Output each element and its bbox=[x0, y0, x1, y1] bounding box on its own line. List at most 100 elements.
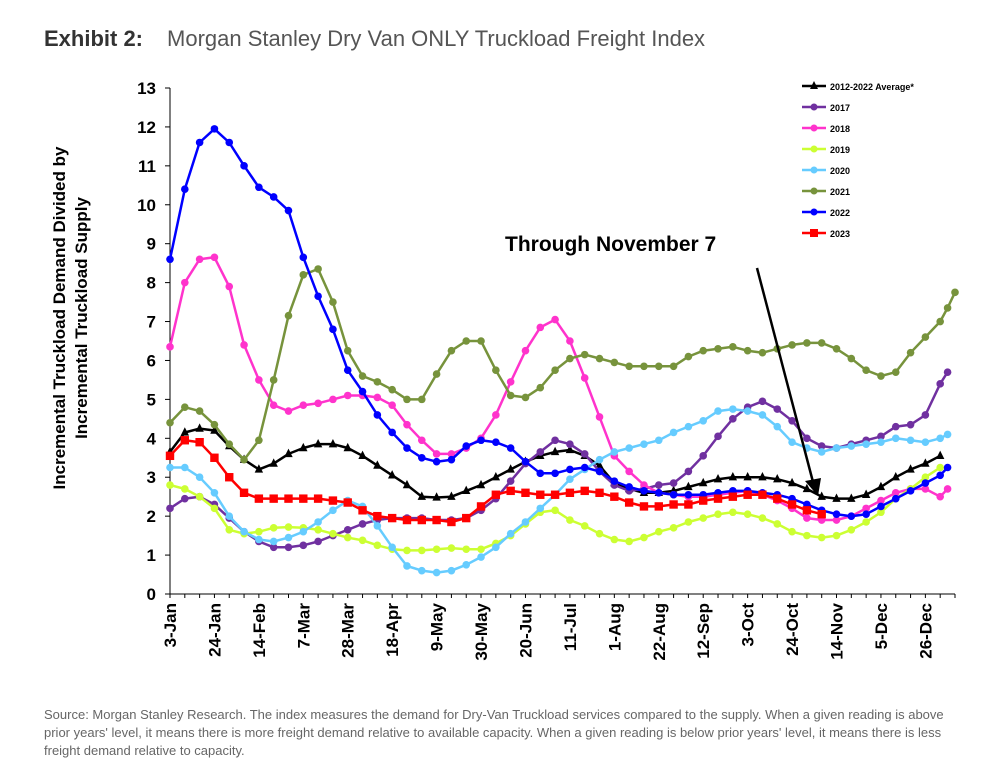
data-point bbox=[728, 472, 738, 481]
data-point bbox=[403, 546, 411, 555]
data-point bbox=[810, 229, 818, 237]
data-point bbox=[862, 366, 870, 374]
legend-item: 2017 bbox=[802, 103, 850, 113]
data-point bbox=[788, 527, 796, 536]
data-point bbox=[943, 463, 952, 472]
data-point bbox=[758, 348, 767, 357]
data-point bbox=[492, 411, 500, 419]
data-point bbox=[566, 354, 574, 363]
data-point bbox=[580, 374, 589, 382]
data-point bbox=[181, 463, 189, 472]
data-point bbox=[565, 444, 575, 454]
data-point bbox=[447, 450, 456, 458]
annotation-text: Through November 7 bbox=[505, 233, 716, 256]
data-point bbox=[684, 352, 693, 361]
data-point bbox=[284, 494, 293, 503]
data-point bbox=[195, 138, 204, 147]
data-point bbox=[491, 490, 501, 499]
data-point bbox=[166, 255, 174, 264]
data-point bbox=[684, 518, 693, 526]
data-point bbox=[817, 442, 826, 450]
data-point bbox=[255, 436, 263, 445]
data-point bbox=[417, 436, 426, 445]
data-point bbox=[255, 376, 263, 384]
data-point bbox=[862, 518, 870, 526]
data-point bbox=[314, 292, 322, 301]
data-point bbox=[402, 515, 412, 525]
data-point bbox=[166, 504, 174, 513]
series-2023 bbox=[165, 436, 826, 527]
data-point bbox=[314, 399, 322, 408]
data-point bbox=[269, 401, 278, 410]
data-point bbox=[492, 438, 500, 447]
data-point bbox=[729, 508, 737, 517]
data-point bbox=[284, 448, 293, 458]
data-point bbox=[491, 472, 501, 481]
data-point bbox=[877, 508, 885, 517]
data-point bbox=[314, 518, 322, 526]
data-point bbox=[951, 288, 959, 297]
legend-label: 2018 bbox=[830, 124, 850, 134]
data-point bbox=[210, 453, 219, 462]
data-point bbox=[943, 485, 952, 493]
data-point bbox=[877, 496, 885, 505]
data-point bbox=[462, 513, 471, 523]
x-tick-label: 3-Jan bbox=[161, 603, 180, 647]
data-point bbox=[788, 416, 796, 425]
data-point bbox=[447, 346, 456, 355]
series-line bbox=[168, 256, 949, 522]
data-point bbox=[847, 442, 856, 450]
data-point bbox=[181, 403, 189, 411]
data-point bbox=[684, 490, 693, 499]
data-point bbox=[936, 380, 944, 388]
data-point bbox=[240, 455, 248, 464]
data-point bbox=[403, 444, 411, 452]
data-point bbox=[669, 428, 678, 437]
data-point bbox=[595, 460, 604, 469]
data-point bbox=[810, 208, 818, 216]
data-point bbox=[181, 494, 189, 503]
data-point bbox=[773, 494, 782, 503]
x-tick-label: 12-Sep bbox=[694, 603, 713, 659]
data-point bbox=[269, 524, 278, 532]
data-point bbox=[506, 391, 515, 400]
series-2012-2022-average bbox=[165, 423, 945, 502]
data-point bbox=[936, 434, 944, 443]
x-tick-label: 3-Oct bbox=[739, 603, 758, 647]
data-point bbox=[195, 438, 204, 447]
data-point bbox=[810, 124, 818, 132]
data-point bbox=[758, 490, 767, 499]
data-point bbox=[595, 467, 604, 476]
x-tick-label: 14-Feb bbox=[250, 603, 269, 658]
data-point bbox=[684, 467, 693, 476]
data-point bbox=[462, 337, 471, 345]
y-tick-label: 8 bbox=[147, 274, 156, 293]
data-point bbox=[225, 512, 234, 520]
data-point bbox=[921, 479, 930, 487]
data-point bbox=[936, 317, 944, 326]
data-point bbox=[269, 193, 278, 201]
data-point bbox=[166, 418, 174, 427]
data-point bbox=[255, 535, 263, 544]
data-point bbox=[417, 515, 426, 525]
data-point bbox=[506, 464, 515, 473]
data-point bbox=[373, 511, 382, 521]
data-point bbox=[669, 479, 678, 487]
data-point bbox=[195, 492, 204, 501]
data-point bbox=[299, 494, 308, 503]
chart-title: Morgan Stanley Dry Van ONLY Truckload Fr… bbox=[167, 26, 706, 51]
data-point bbox=[758, 397, 767, 406]
data-point bbox=[462, 442, 471, 450]
series-line bbox=[169, 267, 957, 461]
data-point bbox=[640, 487, 648, 495]
data-point bbox=[640, 533, 648, 542]
data-point bbox=[640, 362, 648, 371]
series-2019 bbox=[166, 463, 944, 555]
data-point bbox=[329, 298, 337, 306]
series-2017 bbox=[166, 368, 952, 552]
data-point bbox=[225, 282, 234, 291]
data-point bbox=[803, 339, 811, 347]
data-point bbox=[506, 529, 515, 538]
data-point bbox=[521, 488, 530, 497]
data-point bbox=[669, 500, 678, 509]
